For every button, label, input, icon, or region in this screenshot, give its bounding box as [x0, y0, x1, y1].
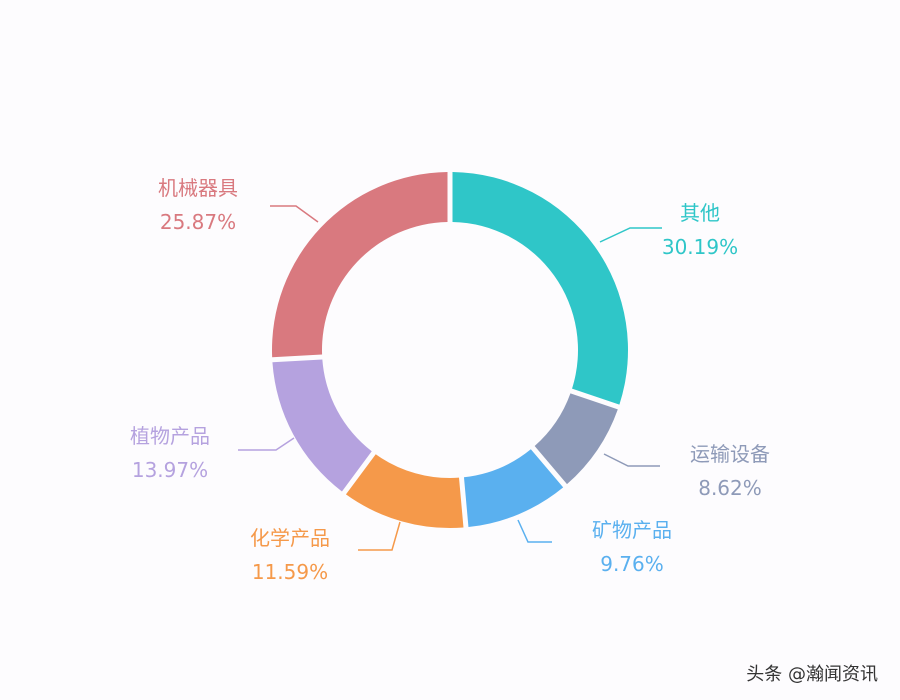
- slice-percent-4: 13.97%: [132, 458, 208, 482]
- slice-label-3: 化学产品: [250, 526, 330, 550]
- slice-percent-1: 8.62%: [698, 476, 762, 500]
- leader-line-2: [517, 519, 552, 543]
- slice-percent-2: 9.76%: [600, 552, 664, 576]
- slice-1: [534, 393, 618, 485]
- slice-percent-0: 30.19%: [662, 235, 738, 259]
- slice-2: [463, 449, 564, 528]
- slice-5: [272, 172, 448, 358]
- slice-label-4: 植物产品: [130, 424, 210, 448]
- leader-line-5: [270, 205, 319, 223]
- slice-0: [452, 172, 628, 405]
- leader-line-4: [238, 437, 295, 451]
- slice-label-1: 运输设备: [690, 442, 770, 466]
- labels-group: 其他 30.19% 运输设备 8.62% 矿物产品 9.76% 化学产品 11.59% 植物产品…: [130, 176, 770, 584]
- leader-line-0: [599, 227, 662, 243]
- slice-label-2: 矿物产品: [592, 518, 672, 542]
- slice-label-0: 其他: [680, 201, 720, 225]
- leader-line-1: [603, 453, 660, 467]
- slice-percent-3: 11.59%: [252, 560, 328, 584]
- slice-label-5: 机械器具: [158, 176, 238, 200]
- slice-4: [272, 359, 372, 492]
- watermark: 头条 @瀚闻资讯: [746, 664, 878, 685]
- slice-3: [345, 454, 464, 529]
- slice-percent-5: 25.87%: [160, 210, 236, 234]
- leader-line-3: [358, 521, 401, 551]
- leader-lines-group: [238, 205, 662, 551]
- slices-group: [272, 172, 628, 529]
